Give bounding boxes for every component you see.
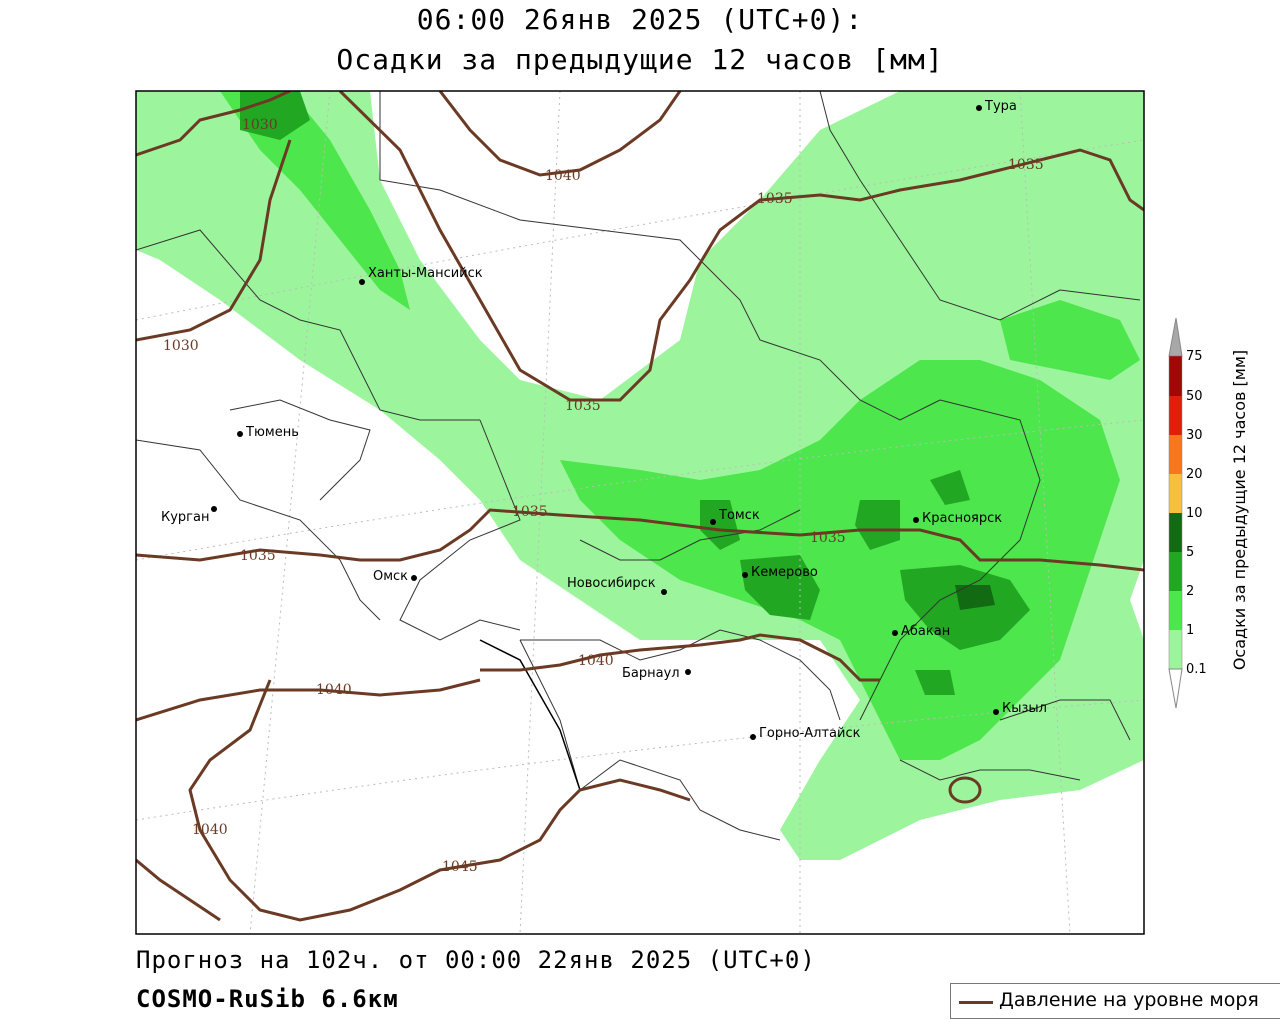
city-label: Новосибирск — [567, 576, 656, 591]
precip-veryheavy — [955, 585, 995, 610]
city-krasnoyarsk: Красноярск — [913, 511, 1002, 526]
city-label: Томск — [718, 508, 760, 523]
city-kurgan: Курган — [161, 506, 217, 525]
isobar-label: 1030 — [242, 117, 278, 133]
colorbar-seg — [1169, 552, 1182, 591]
colorbar-tick: 20 — [1186, 467, 1203, 482]
city-omsk: Омск — [373, 569, 417, 584]
isobar-label: 1035 — [757, 191, 793, 207]
colorbar-tick: 1 — [1186, 623, 1195, 638]
colorbar-tick: 10 — [1186, 506, 1203, 521]
isobar-label: 1040 — [545, 168, 581, 184]
city-dot — [211, 506, 217, 512]
colorbar-tick: 75 — [1186, 349, 1203, 364]
isobar-label: 1035 — [810, 530, 846, 546]
city-label: Кызыл — [1002, 701, 1047, 716]
forecast-info: Прогноз на 102ч. от 00:00 22янв 2025 (UT… — [136, 946, 816, 974]
colorbar-title: Осадки за предыдущие 12 часов [мм] — [1230, 349, 1249, 671]
pressure-legend-line — [959, 1001, 993, 1004]
isobars — [136, 91, 1144, 922]
city-label: Кемерово — [751, 565, 818, 580]
city-tura: Тура — [976, 99, 1017, 114]
city-dot — [750, 734, 756, 740]
isobar-label: 1030 — [163, 338, 199, 354]
isobar-label: 1040 — [578, 653, 614, 669]
city-kemerovo: Кемерово — [742, 565, 818, 580]
precip-moderate — [220, 91, 1140, 760]
model-name: COSMO-RuSib 6.6км — [136, 985, 399, 1013]
colorbar — [1168, 317, 1183, 709]
city-tomsk: Томск — [710, 508, 760, 525]
map-area — [136, 91, 1144, 934]
colorbar-seg — [1169, 513, 1182, 552]
region-boundaries — [136, 91, 1141, 841]
city-dot — [976, 105, 982, 111]
city-barnaul: Барнаул — [622, 666, 691, 681]
pressure-legend: Давление на уровне моря — [950, 983, 1280, 1019]
colorbar-seg — [1169, 474, 1182, 513]
city-dot — [913, 517, 919, 523]
city-dot — [411, 575, 417, 581]
isobar-label: 1040 — [316, 682, 352, 698]
city-label: Барнаул — [622, 666, 680, 681]
isobar-label: 1040 — [192, 822, 228, 838]
colorbar-tick: 5 — [1186, 545, 1195, 560]
colorbar-tick: 2 — [1186, 584, 1195, 599]
map-frame — [135, 90, 1145, 935]
colorbar-seg — [1169, 435, 1182, 474]
city-label: Абакан — [901, 624, 950, 639]
isobar-labels: 1030 1030 1040 1035 1035 1035 1035 1035 … — [163, 117, 1044, 875]
city-dot — [710, 519, 716, 525]
city-kyzyl: Кызыл — [993, 701, 1047, 716]
city-dot — [359, 279, 365, 285]
city-novosibirsk: Новосибирск — [567, 576, 667, 595]
isobar-label: 1035 — [1008, 157, 1044, 173]
city-markers: Тура Ханты-Мансийск Тюмень Курган Омск Н… — [161, 99, 1047, 741]
colorbar-seg — [1169, 356, 1182, 396]
colorbar-tick: 30 — [1186, 428, 1203, 443]
colorbar-seg — [1169, 396, 1182, 435]
city-dot — [993, 709, 999, 715]
city-dot — [237, 431, 243, 437]
pressure-legend-label: Давление на уровне моря — [999, 989, 1259, 1011]
isobar-label: 1035 — [512, 504, 548, 520]
city-label: Красноярск — [922, 511, 1002, 526]
isobar-label: 1035 — [565, 398, 601, 414]
map-subtitle: Осадки за предыдущие 12 часов [мм] — [336, 43, 944, 76]
colorbar-seg — [1169, 591, 1182, 630]
city-tyumen: Тюмень — [237, 425, 299, 440]
country-border — [479, 639, 581, 791]
map-title: 06:00 26янв 2025 (UTC+0): — [416, 3, 864, 36]
isobar-label: 1035 — [240, 548, 276, 564]
city-label: Омск — [373, 569, 408, 584]
colorbar-tick: 50 — [1186, 389, 1203, 404]
colorbar-bottom-arrow — [1168, 668, 1183, 709]
isobar-label: 1045 — [442, 859, 478, 875]
city-label: Горно-Алтайск — [759, 726, 861, 741]
colorbar-top-arrow — [1168, 317, 1183, 357]
city-khanty-mansiysk: Ханты-Мансийск — [359, 266, 483, 285]
city-dot — [685, 669, 691, 675]
city-label: Тура — [984, 99, 1017, 114]
city-dot — [892, 630, 898, 636]
city-dot — [661, 589, 667, 595]
colorbar-seg — [1169, 630, 1182, 669]
city-label: Ханты-Мансийск — [368, 266, 483, 281]
city-dot — [742, 572, 748, 578]
city-abakan: Абакан — [892, 624, 950, 639]
city-label: Курган — [161, 510, 209, 525]
city-gorno-altaysk: Горно-Алтайск — [750, 726, 861, 741]
colorbar-tick: 0.1 — [1186, 662, 1207, 677]
city-label: Тюмень — [245, 425, 299, 440]
